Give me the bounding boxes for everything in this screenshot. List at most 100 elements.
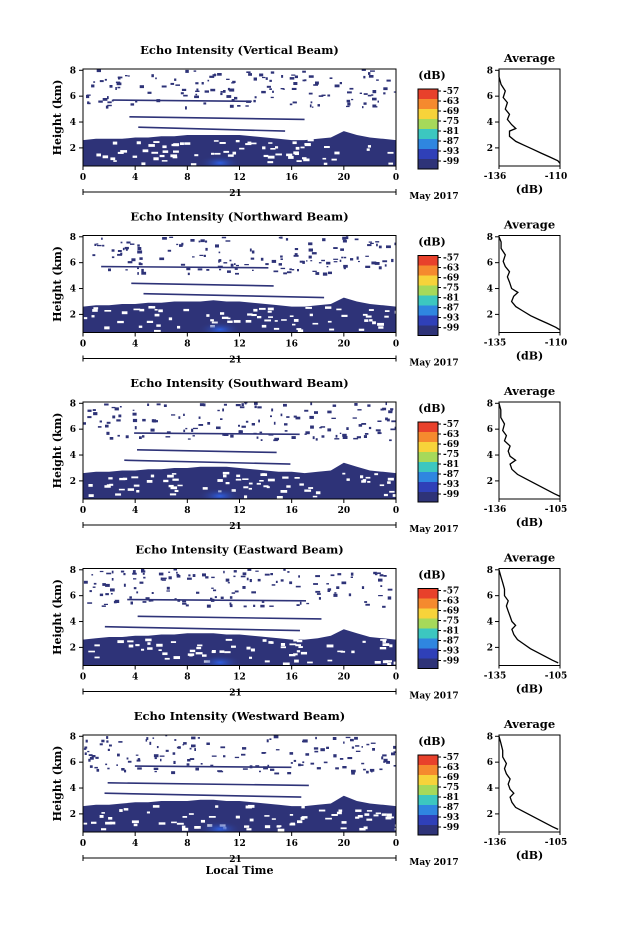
- echo-speck: [357, 409, 362, 411]
- y-tick-label: 2: [70, 810, 76, 820]
- profile-line: [498, 70, 561, 164]
- echo-speck: [96, 768, 100, 772]
- echo-gap: [351, 650, 355, 654]
- echo-speck: [139, 85, 144, 89]
- echo-gap: [214, 152, 221, 155]
- echo-gap: [197, 644, 203, 647]
- echo-speck: [110, 593, 113, 595]
- echo-speck: [217, 265, 223, 268]
- colorbar-swatch: [418, 765, 438, 775]
- echo-gap: [187, 653, 195, 656]
- echo-gap: [355, 816, 360, 819]
- echo-speck: [393, 745, 396, 749]
- echo-speck: [249, 579, 252, 583]
- echo-speck: [368, 75, 374, 78]
- echo-speck: [378, 578, 383, 582]
- echo-streak: [104, 625, 300, 632]
- echo-speck: [347, 102, 351, 106]
- echo-gap: [393, 661, 396, 665]
- echo-gap: [365, 476, 371, 479]
- month-label: May 2017: [409, 858, 458, 868]
- echo-speck: [339, 432, 342, 434]
- echo-speck: [385, 402, 387, 406]
- echo-gap: [213, 140, 219, 142]
- echo-speck: [174, 598, 177, 600]
- colorbar-level-label: -69: [443, 440, 459, 450]
- echo-speck: [269, 88, 272, 90]
- echo-speck: [365, 603, 370, 606]
- echo-gap: [173, 656, 181, 660]
- echo-gap: [131, 820, 139, 824]
- echo-speck: [91, 574, 94, 576]
- echo-gap: [294, 477, 300, 479]
- echo-gap: [182, 827, 189, 831]
- echo-speck: [97, 426, 102, 428]
- echo-speck: [235, 272, 239, 275]
- profile-title: Average: [503, 551, 555, 565]
- echo-speck: [242, 572, 247, 576]
- colorbar-level-label: -99: [443, 823, 459, 833]
- echo-speck: [156, 746, 159, 749]
- echo-gap: [136, 490, 140, 493]
- echo-speck: [210, 88, 216, 92]
- echo-speck: [266, 85, 271, 88]
- colorbar-level-label: -87: [443, 637, 459, 647]
- echo-speck: [358, 424, 363, 427]
- y-axis-label: Height (km): [51, 80, 64, 156]
- echo-speck: [286, 416, 290, 418]
- echo-speck: [348, 593, 352, 597]
- echo-speck: [130, 243, 135, 245]
- echo-speck: [241, 753, 246, 756]
- echo-speck: [283, 403, 287, 407]
- echo-speck: [155, 77, 157, 80]
- echo-gap: [329, 328, 335, 331]
- colorbar-level-label: -93: [443, 480, 459, 490]
- echo-speck: [305, 431, 310, 435]
- echo-speck: [229, 596, 233, 599]
- echo-speck: [381, 756, 384, 760]
- echo-streak: [134, 432, 300, 436]
- echo-speck: [198, 240, 201, 243]
- echo-speck: [320, 748, 325, 752]
- echo-gap: [221, 316, 229, 319]
- echo-speck: [364, 433, 369, 435]
- echo-speck: [245, 420, 249, 423]
- echo-gap: [162, 652, 168, 656]
- echo-gap: [384, 310, 390, 312]
- echo-speck: [130, 103, 135, 106]
- echo-speck: [378, 266, 382, 270]
- echo-speck: [245, 105, 249, 107]
- echo-gap: [267, 161, 274, 164]
- y-axis-label: Height (km): [51, 246, 64, 322]
- colorbar-level-label: -63: [443, 430, 459, 440]
- echo-gap: [117, 320, 124, 324]
- echo-speck: [175, 84, 180, 86]
- echo-gap: [289, 814, 294, 816]
- echo-speck: [387, 760, 390, 764]
- echo-gap: [219, 142, 226, 144]
- echo-speck: [220, 418, 223, 420]
- echo-gap: [164, 657, 170, 660]
- echo-gap: [109, 821, 116, 825]
- echo-speck: [92, 409, 96, 411]
- echo-gap: [112, 141, 118, 145]
- echo-speck: [251, 423, 255, 426]
- echo-gap: [295, 644, 302, 647]
- echo-speck: [145, 597, 150, 599]
- profile-y-tick-label: 4: [487, 285, 493, 295]
- echo-speck: [247, 568, 252, 571]
- echo-speck: [116, 764, 118, 766]
- echo-gap: [139, 308, 145, 312]
- echo-speck: [101, 605, 106, 607]
- echo-speck: [334, 592, 337, 594]
- echo-speck: [380, 585, 383, 587]
- echo-speck: [217, 409, 220, 412]
- echo-speck: [246, 100, 251, 103]
- colorbar-swatch: [418, 452, 438, 462]
- echo-speck: [352, 417, 357, 419]
- profile-x-label: (dB): [516, 683, 543, 696]
- echo-speck: [275, 580, 278, 583]
- echo-gap: [148, 306, 153, 309]
- y-tick-label: 6: [70, 425, 76, 435]
- echo-gap: [244, 825, 250, 828]
